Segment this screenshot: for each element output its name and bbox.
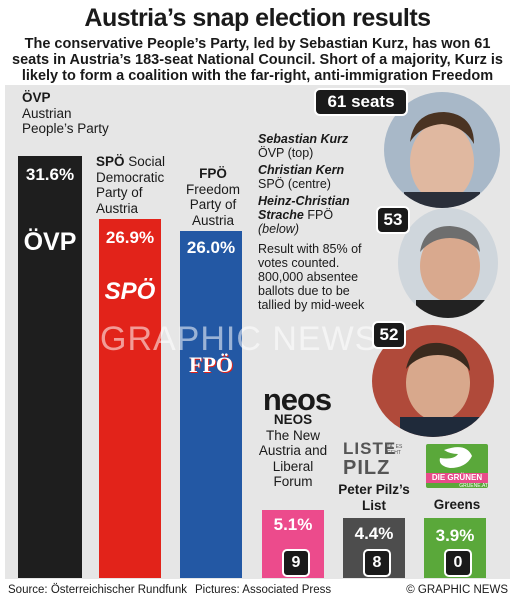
- value-label-spo: 26.9%: [105, 228, 155, 247]
- seat-count-greens: 0: [444, 549, 472, 577]
- party-name-fpo: Freedom Party of Austria: [185, 181, 241, 228]
- logo-fpo: FPÖ: [189, 352, 233, 377]
- logo-ovp: ÖVP: [23, 228, 77, 256]
- seat-count-neos: 9: [282, 549, 310, 577]
- party-label-greens: Greens: [420, 497, 494, 513]
- party-name-pilz: Peter Pilz’s List: [338, 482, 410, 513]
- chart-title: Austria’s snap election results: [84, 4, 431, 32]
- party-name-spo: Social Democratic Party of Austria: [96, 154, 166, 216]
- party-name-neos: The New Austria and Liberal Forum: [258, 427, 328, 490]
- value-label-pilz: 4.4%: [354, 524, 394, 543]
- results-note: Result with 85% of votes counted. 800,00…: [258, 242, 365, 312]
- party-name-greens: Greens: [433, 497, 481, 512]
- leader-kurz-info: ÖVP (top): [258, 146, 314, 160]
- leaders-note: Sebastian Kurz ÖVP (top) Christian Kern …: [258, 132, 384, 312]
- logo-greens-text: DIE GRÜNEN: [426, 473, 488, 483]
- greens-leaf-icon: [439, 447, 472, 468]
- value-label-ovp: 31.6%: [25, 165, 75, 184]
- party-label-fpo: FPÖ Freedom Party of Austria: [180, 166, 246, 228]
- bar-spo: [99, 219, 161, 578]
- value-label-greens: 3.9%: [435, 526, 475, 545]
- logo-greens: DIE GRÜNEN GRUENE.AT: [426, 444, 488, 489]
- party-label-ovp: ÖVP Austrian People’s Party: [22, 90, 110, 137]
- bar-fpo: [180, 231, 242, 578]
- value-label-neos: 5.1%: [273, 515, 313, 534]
- leader-kern-name: Christian Kern: [258, 163, 345, 177]
- bar-ovp: [18, 156, 82, 578]
- copyright: © GRAPHIC NEWS: [406, 584, 508, 596]
- logo-greens-sub: GRUENE.AT: [459, 483, 488, 489]
- logo-pilz: LISTE PILZ JA, ES GEHT: [343, 440, 405, 484]
- value-label-fpo: 26.0%: [186, 238, 236, 257]
- leader-strache-party: FPÖ: [307, 208, 334, 222]
- party-abbr-ovp: ÖVP: [22, 90, 51, 105]
- party-label-pilz: Peter Pilz’s List: [336, 482, 412, 513]
- logo-pilz-note: JA, ES GEHT: [387, 444, 403, 456]
- logo-pilz-line2: PILZ: [343, 457, 391, 479]
- leader-strache-info: (below): [258, 222, 299, 236]
- party-abbr-fpo: FPÖ: [199, 166, 227, 181]
- logo-pilz-line1: LISTE: [343, 439, 397, 458]
- party-name-ovp: Austrian People’s Party: [22, 105, 109, 137]
- photo-kern: [398, 208, 498, 318]
- source-credit: Source: Österreichischer Rundfunk: [8, 584, 187, 596]
- leader-kern-info: SPÖ (centre): [258, 177, 331, 191]
- party-abbr-spo: SPÖ: [96, 154, 125, 169]
- logo-spo: SPÖ: [104, 278, 156, 305]
- logo-neos: neos: [262, 382, 332, 417]
- pictures-credit: Pictures: Associated Press: [195, 584, 332, 596]
- party-label-spo: SPÖ Social Democratic Party of Austria: [96, 154, 176, 216]
- seat-count-pilz: 8: [363, 549, 391, 577]
- watermark: GRAPHIC NEWS: [100, 320, 379, 358]
- leader-strache-name: Heinz-Christian Strache: [258, 194, 350, 222]
- party-label-neos: NEOS The New Austria and Liberal Forum: [255, 412, 331, 490]
- leader-kurz-name: Sebastian Kurz: [258, 132, 349, 146]
- seat-badge-fpo: 52: [372, 321, 406, 349]
- seat-badge-ovp: 61 seats: [314, 88, 408, 116]
- party-abbr-neos: NEOS: [273, 412, 313, 427]
- seat-badge-spo: 53: [376, 206, 410, 234]
